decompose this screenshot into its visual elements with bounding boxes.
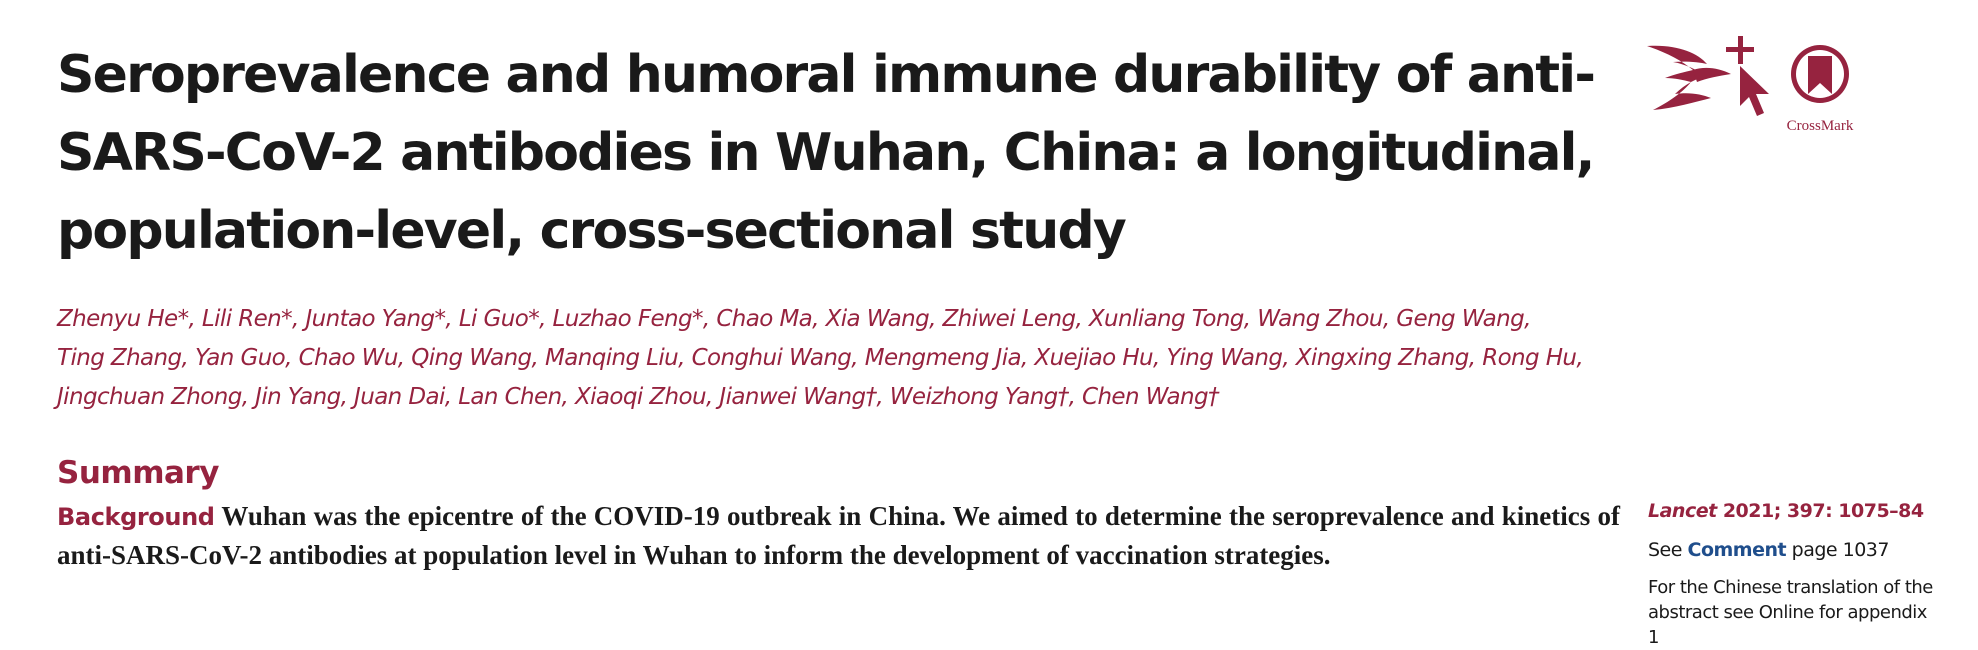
article-title: Seroprevalence and humoral immune durabi…: [57, 45, 1596, 261]
author-line: Ting Zhang, Yan Guo, Chao Wu, Qing Wang,…: [57, 345, 1584, 371]
citation: Lancet 2021; 397: 1075–84: [1648, 500, 1948, 522]
see-prefix: See: [1648, 539, 1682, 561]
background-label: Background: [57, 503, 215, 531]
sidebar-notes: Lancet 2021; 397: 1075–84 See Comment pa…: [1648, 500, 1948, 650]
crossmark-label: CrossMark: [1787, 118, 1854, 134]
citation-details: 2021; 397: 1075–84: [1722, 500, 1924, 522]
cursor-arrow-icon: [1740, 66, 1769, 116]
summary-heading: Summary: [57, 455, 219, 491]
see-suffix: page 1037: [1791, 539, 1890, 561]
comment-link[interactable]: Comment: [1687, 539, 1787, 561]
author-line: Jingchuan Zhong, Jin Yang, Juan Dai, Lan…: [57, 384, 1220, 410]
crossmark-badge[interactable]: CrossMark: [1645, 36, 1870, 136]
abstract-background: Background Wuhan was the epicentre of th…: [57, 497, 1620, 574]
crossmark-icon: CrossMark: [1647, 36, 1854, 134]
author-line: Zhenyu He*, Lili Ren*, Juntao Yang*, Li …: [57, 306, 1531, 332]
translation-note: For the Chinese translation of the abstr…: [1648, 577, 1933, 648]
background-text: Wuhan was the epicentre of the COVID-19 …: [57, 501, 1620, 570]
journal-name: Lancet: [1648, 500, 1717, 522]
bookmark-circle-icon: [1791, 45, 1849, 103]
sparkle-icon: [1726, 36, 1754, 64]
author-list: Zhenyu He*, Lili Ren*, Juntao Yang*, Li …: [57, 300, 1637, 417]
bird-logo-icon: [1647, 45, 1731, 110]
see-comment: See Comment page 1037: [1648, 539, 1948, 561]
